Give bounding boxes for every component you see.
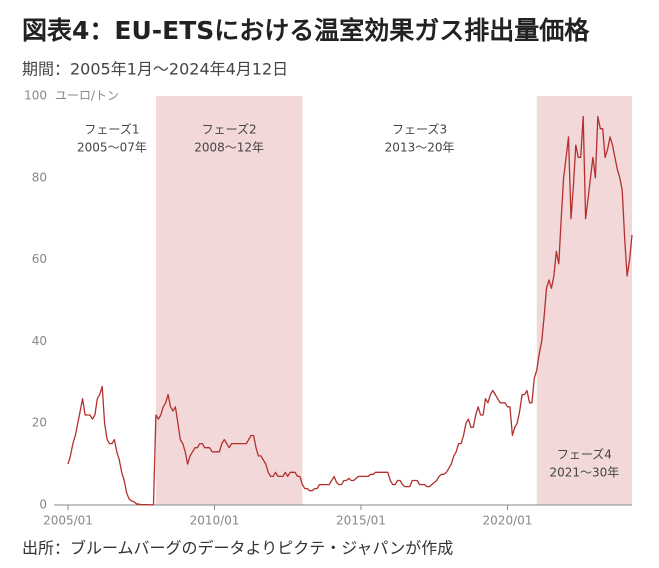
phase-period: 2021～30年 — [549, 466, 619, 480]
y-tick-label: 40 — [32, 334, 47, 348]
x-tick-label: 2015/01 — [336, 514, 386, 528]
y-tick-label: 60 — [32, 252, 47, 266]
x-tick-label: 2005/01 — [43, 514, 93, 528]
price-line — [67, 115, 633, 506]
y-unit: ユーロ/トン — [55, 89, 119, 103]
chart-subtitle: 期間：2005年1月～2024年4月12日 — [22, 60, 288, 79]
y-tick-label: 80 — [32, 170, 47, 184]
phase-label: フェーズ3 — [392, 122, 447, 137]
y-tick-label: 20 — [32, 416, 47, 430]
x-tick-label: 2020/01 — [483, 514, 533, 528]
phase-period: 2008～12年 — [194, 141, 264, 155]
phase-period: 2013～20年 — [385, 141, 455, 155]
phase-label: フェーズ2 — [202, 122, 257, 137]
plot: フェーズ1 2005～07年 フェーズ2 2008～12年 フェーズ3 2013～20年フ… — [24, 89, 633, 528]
phase-band — [155, 96, 303, 505]
y-tick-label: 0 — [39, 498, 47, 512]
chart-title: 図表4：EU-ETSにおける温室効果ガス排出量価格 — [22, 16, 590, 45]
source-note: 出所：ブルームバーグのデータよりピクテ・ジャパンが作成 — [22, 539, 453, 558]
phase-period: 2005～07年 — [77, 141, 147, 155]
phase-label: フェーズ4 — [557, 447, 612, 462]
phase-label: フェーズ1 — [84, 122, 139, 137]
y-tick-label: 100 — [24, 89, 47, 103]
x-tick-label: 2010/01 — [190, 514, 240, 528]
